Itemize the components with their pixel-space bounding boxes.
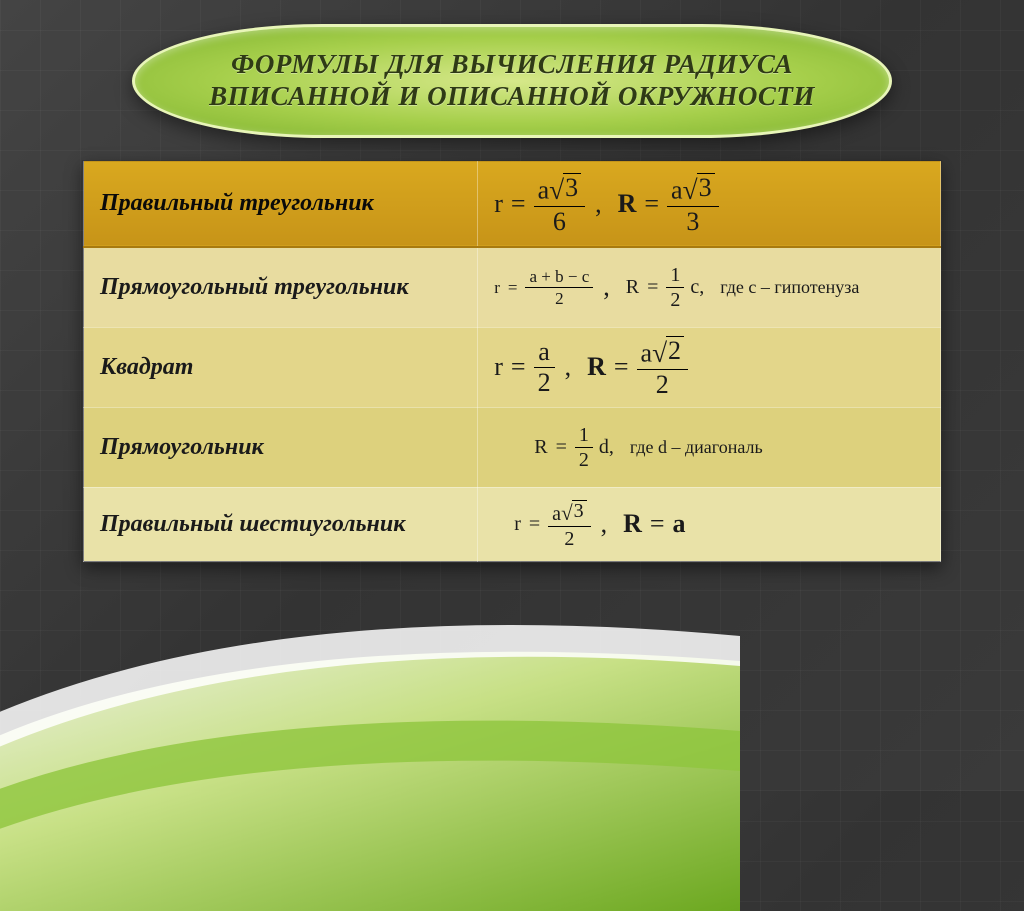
var-R: R [618, 191, 637, 217]
formula-cell: R = 1 2 d, где d – диагональ [478, 407, 941, 487]
shape-label: Квадрат [84, 327, 478, 407]
var-R: R [587, 354, 606, 380]
table-row: Прямоугольник R = 1 2 d, где d – диагона… [84, 407, 941, 487]
formula-cell: r = a + b − c 2 , R = 1 2 c, где с – гип… [478, 247, 941, 327]
var-R: R [534, 437, 547, 457]
var-r: r [494, 279, 500, 296]
equals: = [527, 514, 542, 534]
annotation: где d – диагональ [620, 438, 763, 456]
equals: = [642, 191, 661, 217]
formula-table: Правильный треугольник r = a√3 6 , R = a… [82, 160, 942, 563]
shape-label: Прямоугольный треугольник [84, 247, 478, 327]
var-r: r [494, 354, 503, 380]
fraction: 1 2 [666, 263, 684, 312]
fraction: 1 2 [575, 423, 593, 472]
fraction: a√3 2 [548, 498, 590, 551]
fraction: a√3 3 [667, 171, 719, 236]
shape-label: Правильный шестиугольник [84, 487, 478, 561]
slide-title: ФОРМУЛЫ ДЛЯ ВЫЧИСЛЕНИЯ РАДИУСА ВПИСАННОЙ… [195, 49, 829, 113]
shape-label: Прямоугольник [84, 407, 478, 487]
shape-label: Правильный треугольник [84, 161, 478, 247]
decorative-sweep [0, 571, 740, 911]
fraction: a 2 [534, 337, 555, 398]
separator: , [561, 354, 582, 380]
var-r: r [494, 191, 503, 217]
equals: = [612, 354, 631, 380]
separator: , [599, 274, 620, 300]
var-R: R [623, 511, 642, 537]
formula-cell: r = a√3 2 , R = a [478, 487, 941, 561]
equals: = [645, 277, 660, 297]
table-row: Прямоугольный треугольник r = a + b − c … [84, 247, 941, 327]
tail-text: d, [599, 437, 614, 457]
separator: , [591, 191, 612, 217]
equals: = [648, 511, 667, 537]
formula-cell: r = a√3 6 , R = a√3 3 [478, 161, 941, 247]
table-row: Правильный треугольник r = a√3 6 , R = a… [84, 161, 941, 247]
rhs: a [673, 511, 686, 537]
fraction: a + b − c 2 [525, 266, 593, 309]
annotation: где с – гипотенуза [710, 278, 859, 296]
fraction: a√2 2 [637, 334, 689, 399]
formula-cell: r = a 2 , R = a√2 2 [478, 327, 941, 407]
equals: = [506, 279, 520, 296]
separator: , [597, 511, 618, 537]
table-row: Правильный шестиугольник r = a√3 2 , R =… [84, 487, 941, 561]
fraction: a√3 6 [534, 171, 586, 236]
table-row: Квадрат r = a 2 , R = a√2 2 [84, 327, 941, 407]
equals: = [554, 437, 569, 457]
title-pill: ФОРМУЛЫ ДЛЯ ВЫЧИСЛЕНИЯ РАДИУСА ВПИСАННОЙ… [132, 24, 892, 138]
equals: = [509, 191, 528, 217]
var-r: r [514, 514, 521, 534]
equals: = [509, 354, 528, 380]
tail-text: c, [690, 277, 704, 297]
var-R: R [626, 277, 639, 297]
